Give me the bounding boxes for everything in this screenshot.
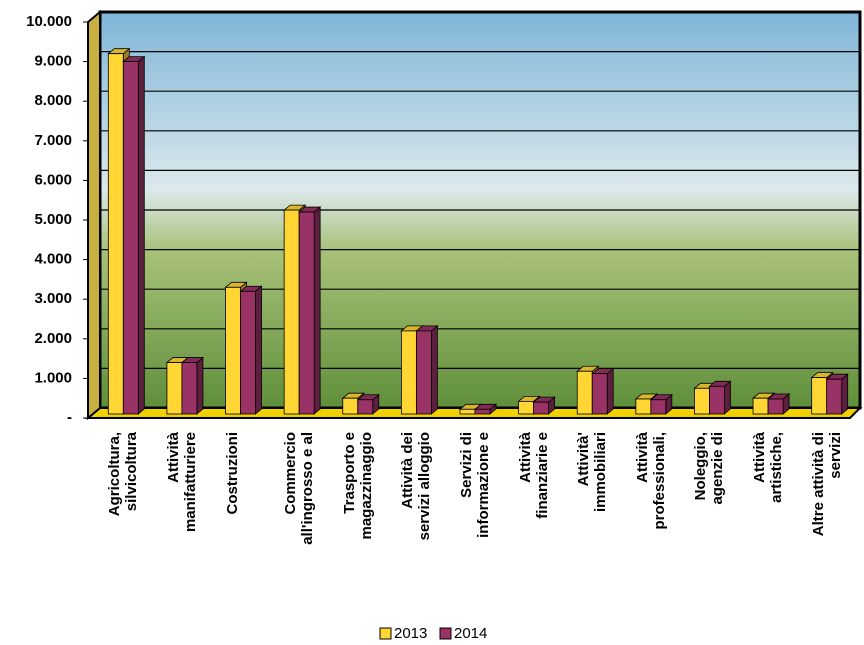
y-tick-label: 6.000 (34, 171, 72, 188)
bar-front (225, 286, 241, 415)
x-tick-label: Agricoltura, silvicoltura (106, 432, 141, 517)
y-tick-label: 2.000 (34, 330, 72, 347)
bar (239, 285, 263, 415)
y-tick-label: 4.000 (34, 251, 72, 268)
bar-side (196, 356, 204, 415)
bar-front (533, 401, 550, 415)
bar-front (166, 362, 183, 415)
bar-side (137, 55, 145, 415)
legend-label: 2014 (454, 625, 487, 642)
y-tick-label: 7.000 (34, 132, 72, 149)
bar-front (107, 53, 124, 415)
x-tick-label: Attività manifatturiere (164, 432, 199, 533)
bar-front (415, 330, 432, 415)
y-tick-label: 10.000 (26, 13, 72, 30)
bar-front (752, 397, 769, 415)
bar-front (591, 373, 608, 415)
y-tick-label: - (67, 409, 72, 426)
bar (415, 325, 439, 415)
bar (180, 356, 205, 415)
y-tick-label: 9.000 (34, 53, 72, 70)
bar-front (298, 211, 315, 415)
bar-front (767, 398, 784, 415)
y-tick-label: 3.000 (34, 290, 72, 307)
bar-front (826, 378, 843, 415)
bar-front (357, 399, 374, 415)
bar-front (459, 408, 476, 415)
bar (825, 373, 849, 415)
bar (591, 367, 615, 415)
bar-side (606, 367, 614, 415)
x-tick-label: Attività artistiche, (751, 432, 786, 503)
side-wall (87, 9, 101, 421)
x-tick-label: Attività professionali, (633, 432, 668, 530)
x-tick-label: Noleggio, agenzie di (692, 432, 727, 505)
bar-front (181, 362, 198, 415)
x-tick-label: Altre attività di servizi (809, 432, 844, 537)
y-tick-label: 5.000 (34, 211, 72, 228)
x-tick-label: Attività dei servizi alloggio (399, 432, 434, 541)
x-tick-label: Costruzioni (223, 432, 241, 515)
bar-front (811, 377, 828, 415)
bar-front (709, 385, 725, 415)
bar-front (342, 397, 359, 415)
legend-label: 2013 (394, 625, 427, 642)
bar (708, 380, 732, 415)
bar-front (694, 387, 710, 415)
bar (473, 403, 498, 415)
bar-side (841, 373, 849, 415)
bar-front (650, 399, 667, 415)
legend-swatch (439, 627, 452, 640)
bar-front (283, 209, 300, 415)
bar-side (724, 380, 731, 415)
bar (649, 393, 673, 415)
y-tick-label: 8.000 (34, 92, 72, 109)
x-tick-label: Servizi di informazione e (458, 432, 492, 538)
x-tick-label: Attività finanziarie e (516, 432, 551, 519)
bar-side (255, 285, 262, 415)
x-tick-label: Attività' immobiliari (575, 432, 610, 513)
bar-side (430, 325, 438, 415)
bar (122, 55, 146, 415)
bar (766, 393, 791, 415)
bar-front (474, 408, 491, 415)
bar-front (122, 61, 139, 415)
bar-front (518, 400, 535, 415)
bar-front (635, 398, 652, 415)
bar (532, 396, 556, 415)
bar-side (313, 206, 321, 415)
x-tick-label: Commercio all'ingrosso e al (282, 432, 317, 545)
y-tick-label: 1.000 (34, 369, 72, 386)
bar (298, 206, 322, 415)
bar-front (576, 370, 593, 415)
bar-front (400, 330, 417, 415)
x-tick-label: Trasporto e magazzinaggio (340, 432, 375, 540)
legend-swatch (379, 627, 392, 640)
bar-front (240, 290, 256, 415)
bar (356, 393, 380, 415)
